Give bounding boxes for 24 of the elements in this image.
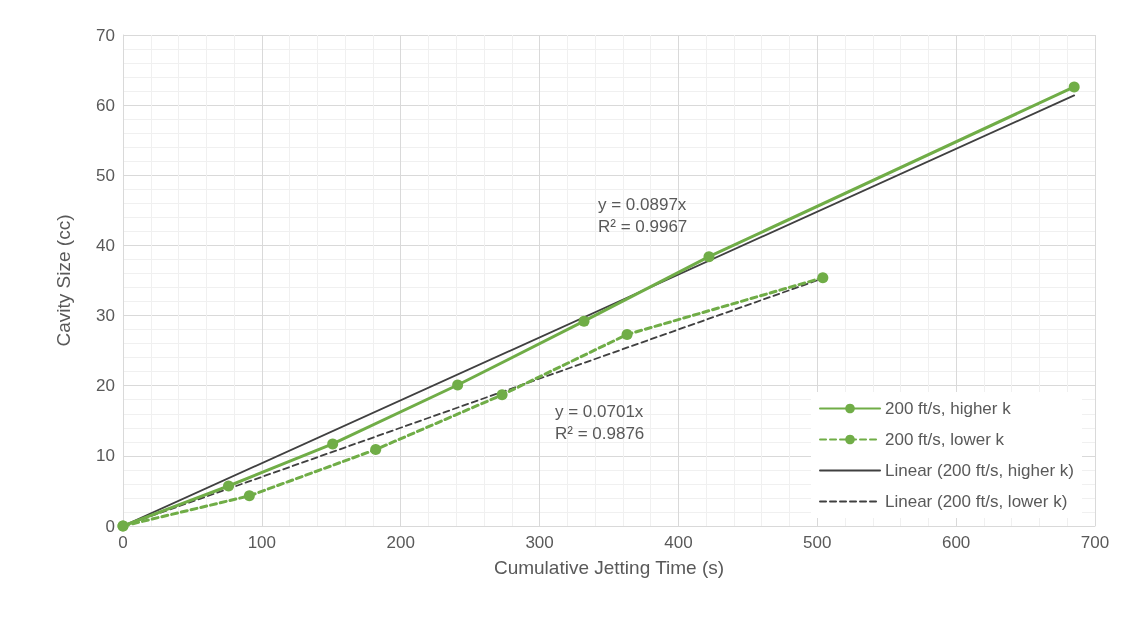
y-tick-label: 10 <box>96 446 115 466</box>
x-tick-label: 500 <box>803 533 832 552</box>
y-tick-label: 50 <box>96 165 115 185</box>
x-tick-label: 0 <box>118 533 128 552</box>
x-tick-label: 600 <box>941 533 971 552</box>
legend-label: Linear (200 ft/s, higher k) <box>885 461 1074 480</box>
legend-label: 200 ft/s, higher k <box>885 399 1012 418</box>
y-tick-label: 20 <box>96 376 115 396</box>
x-tick-label: 100 <box>247 533 277 552</box>
legend-label: 200 ft/s, lower k <box>885 430 1005 449</box>
y-tick-label: 40 <box>96 235 115 255</box>
y-tick-label: 70 <box>96 25 115 45</box>
y-tick-label: 0 <box>105 516 115 536</box>
annotation: y = 0.0701x R² = 0.9876 <box>555 401 645 443</box>
annotation: y = 0.0897x R² = 0.9967 <box>598 194 688 236</box>
y-axis-title: Cavity Size (cc) <box>53 214 74 347</box>
x-tick-label: 700 <box>1080 533 1110 552</box>
x-tick-label: 400 <box>664 533 693 552</box>
x-axis-title: Cumulative Jetting Time (s) <box>493 557 725 578</box>
legend-label: Linear (200 ft/s, lower k) <box>885 492 1068 511</box>
y-tick-label: 30 <box>96 306 115 326</box>
x-tick-label: 200 <box>386 533 415 552</box>
x-tick-label: 300 <box>525 533 554 552</box>
y-tick-label: 60 <box>96 95 115 115</box>
